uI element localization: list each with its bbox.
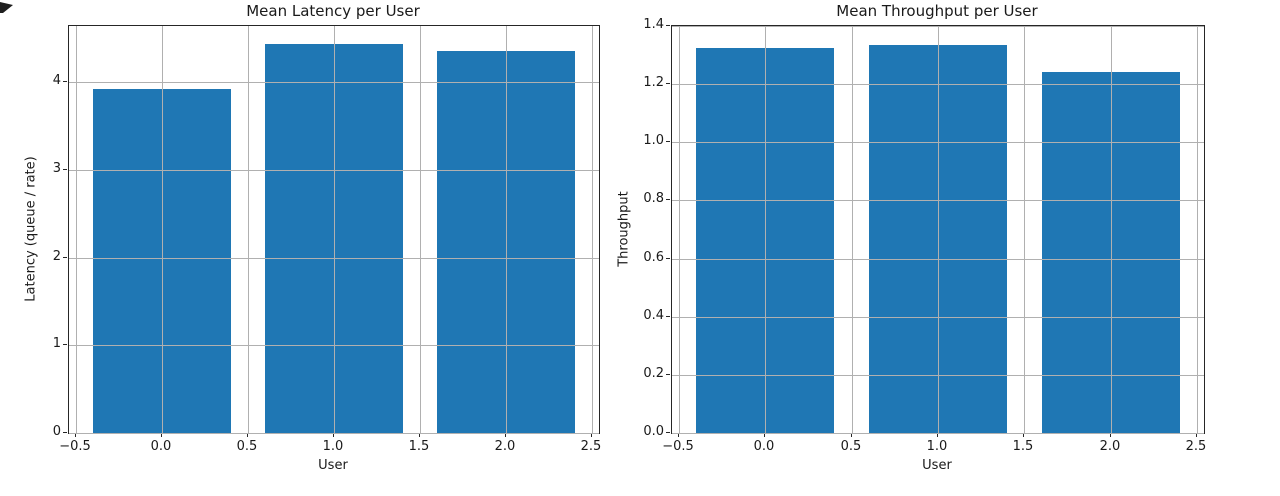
gridline-y xyxy=(672,26,1204,27)
y-tick-label: 1 xyxy=(52,336,61,351)
gridline-x xyxy=(1111,26,1112,433)
x-tick-mark xyxy=(1023,433,1024,437)
x-tick-mark xyxy=(937,433,938,437)
x-tick-label: 2.5 xyxy=(1185,439,1207,454)
x-tick-label: 0.5 xyxy=(840,439,862,454)
grid-layer xyxy=(69,26,599,434)
y-tick-mark xyxy=(666,141,670,142)
y-tick-label: 2 xyxy=(52,249,61,264)
y-tick-label: 1.0 xyxy=(643,133,664,148)
x-tick-label: 1.0 xyxy=(926,439,948,454)
y-tick-label: 0.2 xyxy=(643,366,664,381)
gridline-y xyxy=(672,84,1204,85)
x-tick-mark xyxy=(333,433,334,437)
gridline-y xyxy=(672,259,1204,260)
x-axis-label: User xyxy=(922,458,952,473)
y-tick-mark xyxy=(666,432,670,433)
gridline-y xyxy=(69,345,599,346)
y-tick-mark xyxy=(666,199,670,200)
x-tick-label: 0.5 xyxy=(236,439,258,454)
gridline-y xyxy=(69,170,599,171)
gridline-y xyxy=(672,200,1204,201)
y-tick-label: 3 xyxy=(52,161,61,176)
bar-user-2 xyxy=(1041,71,1180,433)
x-tick-label: −0.5 xyxy=(662,439,694,454)
y-tick-mark xyxy=(666,83,670,84)
x-axis-label: User xyxy=(318,458,348,473)
x-tick-label: 2.5 xyxy=(580,439,602,454)
x-tick-label: 2.0 xyxy=(1099,439,1121,454)
x-tick-mark xyxy=(851,433,852,437)
x-tick-label: 1.5 xyxy=(408,439,430,454)
y-tick-label: 1.4 xyxy=(643,17,664,32)
gridline-y xyxy=(69,433,599,434)
y-tick-label: 0.8 xyxy=(643,191,664,206)
gridline-x xyxy=(162,26,163,433)
grid-layer xyxy=(672,26,1204,434)
y-tick-mark xyxy=(666,374,670,375)
gridline-y xyxy=(69,82,599,83)
x-tick-mark xyxy=(419,433,420,437)
gridline-x xyxy=(938,26,939,433)
x-tick-label: 1.5 xyxy=(1012,439,1034,454)
y-tick-mark xyxy=(63,432,67,433)
chart-title: Mean Latency per User xyxy=(246,2,420,20)
y-tick-mark xyxy=(63,257,67,258)
plot-area xyxy=(68,25,600,434)
gridline-x xyxy=(1024,26,1025,433)
y-tick-label: 0.0 xyxy=(643,424,664,439)
chart-title: Mean Throughput per User xyxy=(836,2,1038,20)
gridline-x xyxy=(76,26,77,433)
y-tick-mark xyxy=(63,344,67,345)
x-tick-mark xyxy=(247,433,248,437)
gridline-y xyxy=(672,433,1204,434)
bar-user-1 xyxy=(868,44,1008,433)
y-tick-mark xyxy=(63,81,67,82)
x-tick-label: 0.0 xyxy=(150,439,172,454)
gridline-x xyxy=(420,26,421,433)
gridline-x xyxy=(852,26,853,433)
gridline-y xyxy=(672,142,1204,143)
x-tick-mark xyxy=(505,433,506,437)
x-tick-mark xyxy=(678,433,679,437)
gridline-x xyxy=(592,26,593,433)
gridline-x xyxy=(765,26,766,433)
gridline-x xyxy=(506,26,507,433)
x-tick-label: −0.5 xyxy=(59,439,91,454)
x-tick-mark xyxy=(764,433,765,437)
gridline-y xyxy=(69,258,599,259)
y-tick-mark xyxy=(63,169,67,170)
gridline-x xyxy=(1197,26,1198,433)
y-tick-mark xyxy=(666,316,670,317)
x-tick-mark xyxy=(1196,433,1197,437)
x-tick-label: 1.0 xyxy=(322,439,344,454)
x-tick-mark xyxy=(1110,433,1111,437)
gridline-x xyxy=(334,26,335,433)
x-tick-mark xyxy=(591,433,592,437)
x-tick-mark xyxy=(161,433,162,437)
gridline-x xyxy=(248,26,249,433)
y-tick-label: 0 xyxy=(52,424,61,439)
gridline-y xyxy=(672,375,1204,376)
x-tick-mark xyxy=(75,433,76,437)
x-tick-label: 0.0 xyxy=(753,439,775,454)
y-tick-label: 0.4 xyxy=(643,308,664,323)
y-tick-label: 0.6 xyxy=(643,250,664,265)
y-tick-label: 4 xyxy=(52,73,61,88)
y-tick-label: 1.2 xyxy=(643,75,664,90)
x-tick-label: 2.0 xyxy=(494,439,516,454)
y-tick-mark xyxy=(666,25,670,26)
bar-user-0 xyxy=(93,89,231,433)
y-tick-mark xyxy=(666,258,670,259)
cursor-artifact-icon xyxy=(0,2,13,13)
gridline-y xyxy=(672,317,1204,318)
gridline-x xyxy=(679,26,680,433)
plot-area xyxy=(671,25,1205,434)
